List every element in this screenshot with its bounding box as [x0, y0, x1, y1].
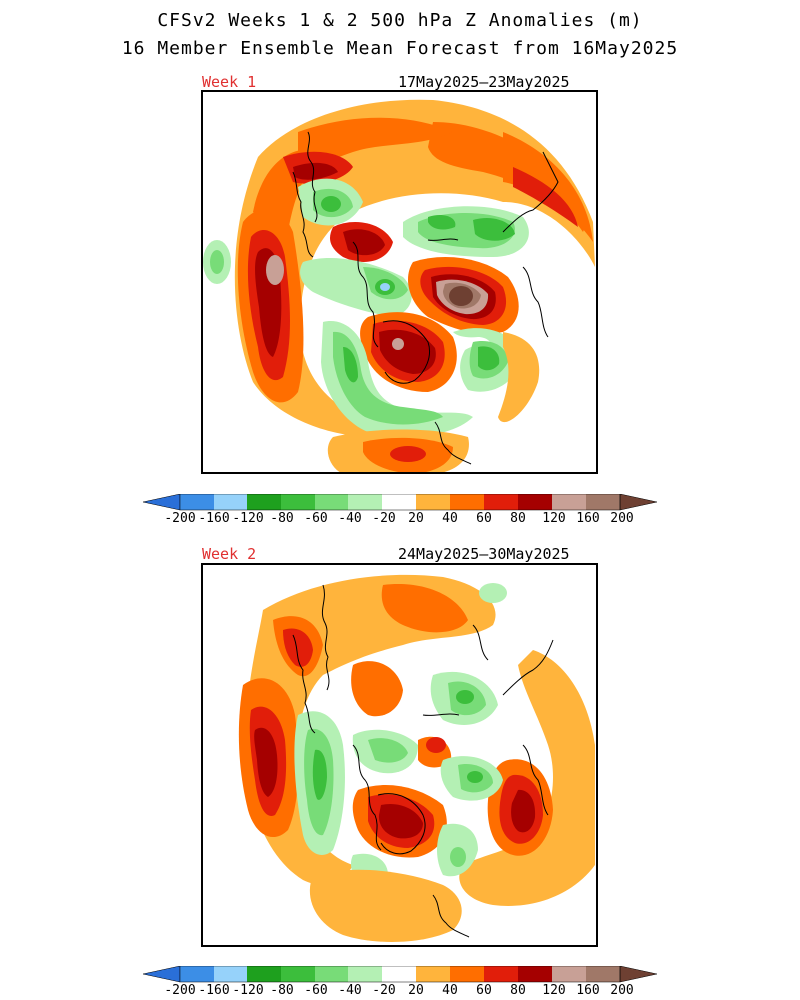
cb1-label: -120 — [232, 511, 264, 526]
cb2-label: 200 — [610, 983, 634, 998]
week2-map-graphic — [238, 574, 595, 942]
cb1-label: -80 — [270, 511, 294, 526]
cb2-label: -60 — [304, 983, 328, 998]
figure-title-line1: CFSv2 Weeks 1 & 2 500 hPa Z Anomalies (m… — [157, 10, 643, 31]
cb1-label: -60 — [304, 511, 328, 526]
cb1-label: 120 — [542, 511, 566, 526]
cb2-label: -120 — [232, 983, 264, 998]
cb1-label: 40 — [442, 511, 458, 526]
week2-date-range: 24May2025–30May2025 — [398, 545, 570, 563]
cb1-label: 20 — [408, 511, 424, 526]
cb2-label: -40 — [338, 983, 362, 998]
cb1-label: -200 — [164, 511, 196, 526]
cb2-label: -160 — [198, 983, 230, 998]
week1-map-graphic — [203, 99, 595, 472]
week1-label: Week 1 — [202, 73, 257, 91]
cb2-label: 80 — [510, 983, 526, 998]
cb1-label: 80 — [510, 511, 526, 526]
cb2-label: 160 — [576, 983, 600, 998]
week2-anomaly-map — [201, 563, 598, 947]
cb2-label: -200 — [164, 983, 196, 998]
cb1-label: 200 — [610, 511, 634, 526]
cb2-label: -80 — [270, 983, 294, 998]
figure-title-line2: 16 Member Ensemble Mean Forecast from 16… — [121, 38, 679, 59]
week2-label: Week 2 — [202, 545, 257, 563]
week1-anomaly-map — [201, 90, 598, 474]
cb1-label: 160 — [576, 511, 600, 526]
cb2-label: 20 — [408, 983, 424, 998]
cb1-label: -20 — [372, 511, 396, 526]
week2-colorbar-labels: -200 -160 -120 -80 -60 -40 -20 20 40 60 … — [0, 983, 800, 999]
cb1-label: -160 — [198, 511, 230, 526]
week1-colorbar-labels: -200 -160 -120 -80 -60 -40 -20 20 40 60 … — [0, 511, 800, 527]
cb2-label: 40 — [442, 983, 458, 998]
week2-colorbar — [143, 966, 658, 983]
cb1-label: -40 — [338, 511, 362, 526]
week1-date-range: 17May2025–23May2025 — [398, 73, 570, 91]
cb2-label: 60 — [476, 983, 492, 998]
cb2-label: -20 — [372, 983, 396, 998]
cb2-label: 120 — [542, 983, 566, 998]
week1-colorbar — [143, 494, 658, 511]
cb1-label: 60 — [476, 511, 492, 526]
